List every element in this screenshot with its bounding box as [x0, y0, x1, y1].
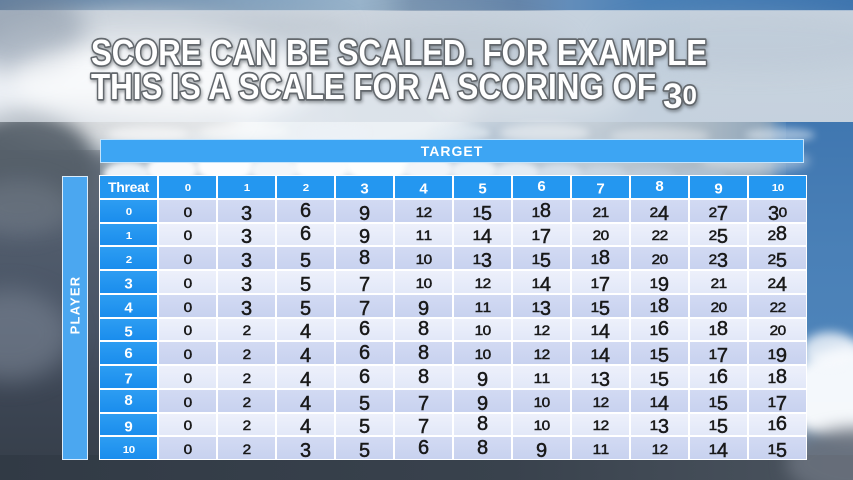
svg-text:THIS IS A SCALE FOR A SCORING: THIS IS A SCALE FOR A SCORING OF	[91, 66, 656, 107]
svg-text:SCORE CAN BE SCALED. FOR EXAMP: SCORE CAN BE SCALED. FOR EXAMPLE	[91, 32, 707, 73]
svg-text:30: 30	[663, 77, 697, 116]
